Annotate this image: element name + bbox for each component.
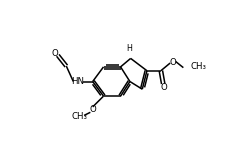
Text: O: O — [170, 58, 177, 67]
Text: O: O — [161, 83, 167, 92]
Text: O: O — [51, 49, 58, 58]
Text: CH₃: CH₃ — [190, 62, 206, 71]
Text: O: O — [89, 105, 96, 114]
Text: H: H — [126, 44, 132, 53]
Text: HN: HN — [72, 77, 84, 86]
Text: CH₃: CH₃ — [72, 112, 88, 121]
